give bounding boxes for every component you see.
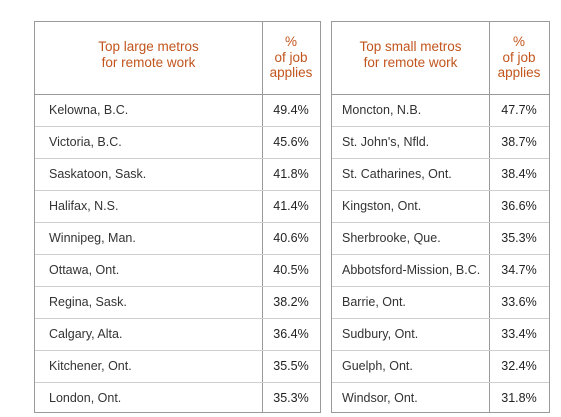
city-name: Winnipeg, Man. (49, 231, 136, 245)
table-row: Calgary, Alta. 36.4% (35, 319, 320, 351)
city-name: Kingston, Ont. (342, 199, 422, 213)
table-row: Guelph, Ont. 32.4% (332, 351, 549, 383)
city-name: Calgary, Alta. (49, 327, 123, 341)
table-row: Moncton, N.B. 47.7% (332, 95, 549, 127)
small-metros-table: Top small metros for remote work % of jo… (331, 21, 550, 413)
column-divider (489, 22, 490, 412)
table-row: London, Ont. 35.3% (35, 383, 320, 414)
city-name: Saskatoon, Sask. (49, 167, 147, 181)
city-name: St. Catharines, Ont. (342, 167, 452, 181)
table-row: Kelowna, B.C. 49.4% (35, 95, 320, 127)
pct-value: 41.4% (273, 199, 309, 213)
table-row: St. John's, Nfld. 38.7% (332, 127, 549, 159)
table-row: Ottawa, Ont. 40.5% (35, 255, 320, 287)
pct-value: 47.7% (501, 103, 537, 117)
table-row: St. Catharines, Ont. 38.4% (332, 159, 549, 191)
small-metros-pct-header: % of job applies (497, 34, 541, 80)
pct-value: 33.4% (501, 327, 537, 341)
pct-value: 40.5% (273, 263, 309, 277)
city-name: Kitchener, Ont. (49, 359, 132, 373)
pct-value: 38.2% (273, 295, 309, 309)
pct-value: 35.5% (273, 359, 309, 373)
table-row: Barrie, Ont. 33.6% (332, 287, 549, 319)
table-row: Windsor, Ont. 31.8% (332, 383, 549, 414)
table-row: Sudbury, Ont. 33.4% (332, 319, 549, 351)
city-name: Guelph, Ont. (342, 359, 413, 373)
large-metros-table: Top large metros for remote work % of jo… (34, 21, 321, 413)
city-name: Barrie, Ont. (342, 295, 406, 309)
pct-value: 36.6% (501, 199, 537, 213)
city-name: St. John's, Nfld. (342, 135, 430, 149)
pct-value: 31.8% (501, 391, 537, 405)
city-name: Abbotsford-Mission, B.C. (342, 263, 481, 277)
city-name: Ottawa, Ont. (49, 263, 120, 277)
large-metros-title: Top large metros for remote work (98, 39, 199, 70)
city-name: London, Ont. (49, 391, 122, 405)
table-row: Sherbrooke, Que. 35.3% (332, 223, 549, 255)
pct-value: 36.4% (273, 327, 309, 341)
small-metros-rows: Moncton, N.B. 47.7% St. John's, Nfld. 38.7… (332, 95, 549, 414)
pct-value: 41.8% (273, 167, 309, 181)
pct-value: 49.4% (273, 103, 309, 117)
pct-value: 40.6% (273, 231, 309, 245)
column-divider (262, 22, 263, 412)
pct-value: 34.7% (501, 263, 537, 277)
small-metros-header: Top small metros for remote work % of jo… (332, 22, 549, 95)
city-name: Windsor, Ont. (342, 391, 418, 405)
table-row: Victoria, B.C. 45.6% (35, 127, 320, 159)
pct-value: 45.6% (273, 135, 309, 149)
city-name: Sudbury, Ont. (342, 327, 419, 341)
pct-value: 38.7% (501, 135, 537, 149)
small-metros-title: Top small metros for remote work (359, 39, 462, 70)
large-metros-pct-header: % of job applies (269, 34, 313, 80)
city-name: Sherbrooke, Que. (342, 231, 441, 245)
table-row: Kitchener, Ont. 35.5% (35, 351, 320, 383)
pct-value: 33.6% (501, 295, 537, 309)
city-name: Regina, Sask. (49, 295, 127, 309)
city-name: Halifax, N.S. (49, 199, 119, 213)
city-name: Moncton, N.B. (342, 103, 422, 117)
table-row: Saskatoon, Sask. 41.8% (35, 159, 320, 191)
pct-value: 32.4% (501, 359, 537, 373)
large-metros-rows: Kelowna, B.C. 49.4% Victoria, B.C. 45.6% S… (35, 95, 320, 414)
table-row: Winnipeg, Man. 40.6% (35, 223, 320, 255)
pct-value: 35.3% (273, 391, 309, 405)
table-row: Halifax, N.S. 41.4% (35, 191, 320, 223)
table-row: Abbotsford-Mission, B.C. 34.7% (332, 255, 549, 287)
large-metros-header: Top large metros for remote work % of jo… (35, 22, 320, 95)
city-name: Victoria, B.C. (49, 135, 122, 149)
table-row: Kingston, Ont. 36.6% (332, 191, 549, 223)
city-name: Kelowna, B.C. (49, 103, 129, 117)
table-row: Regina, Sask. 38.2% (35, 287, 320, 319)
pct-value: 38.4% (501, 167, 537, 181)
pct-value: 35.3% (501, 231, 537, 245)
